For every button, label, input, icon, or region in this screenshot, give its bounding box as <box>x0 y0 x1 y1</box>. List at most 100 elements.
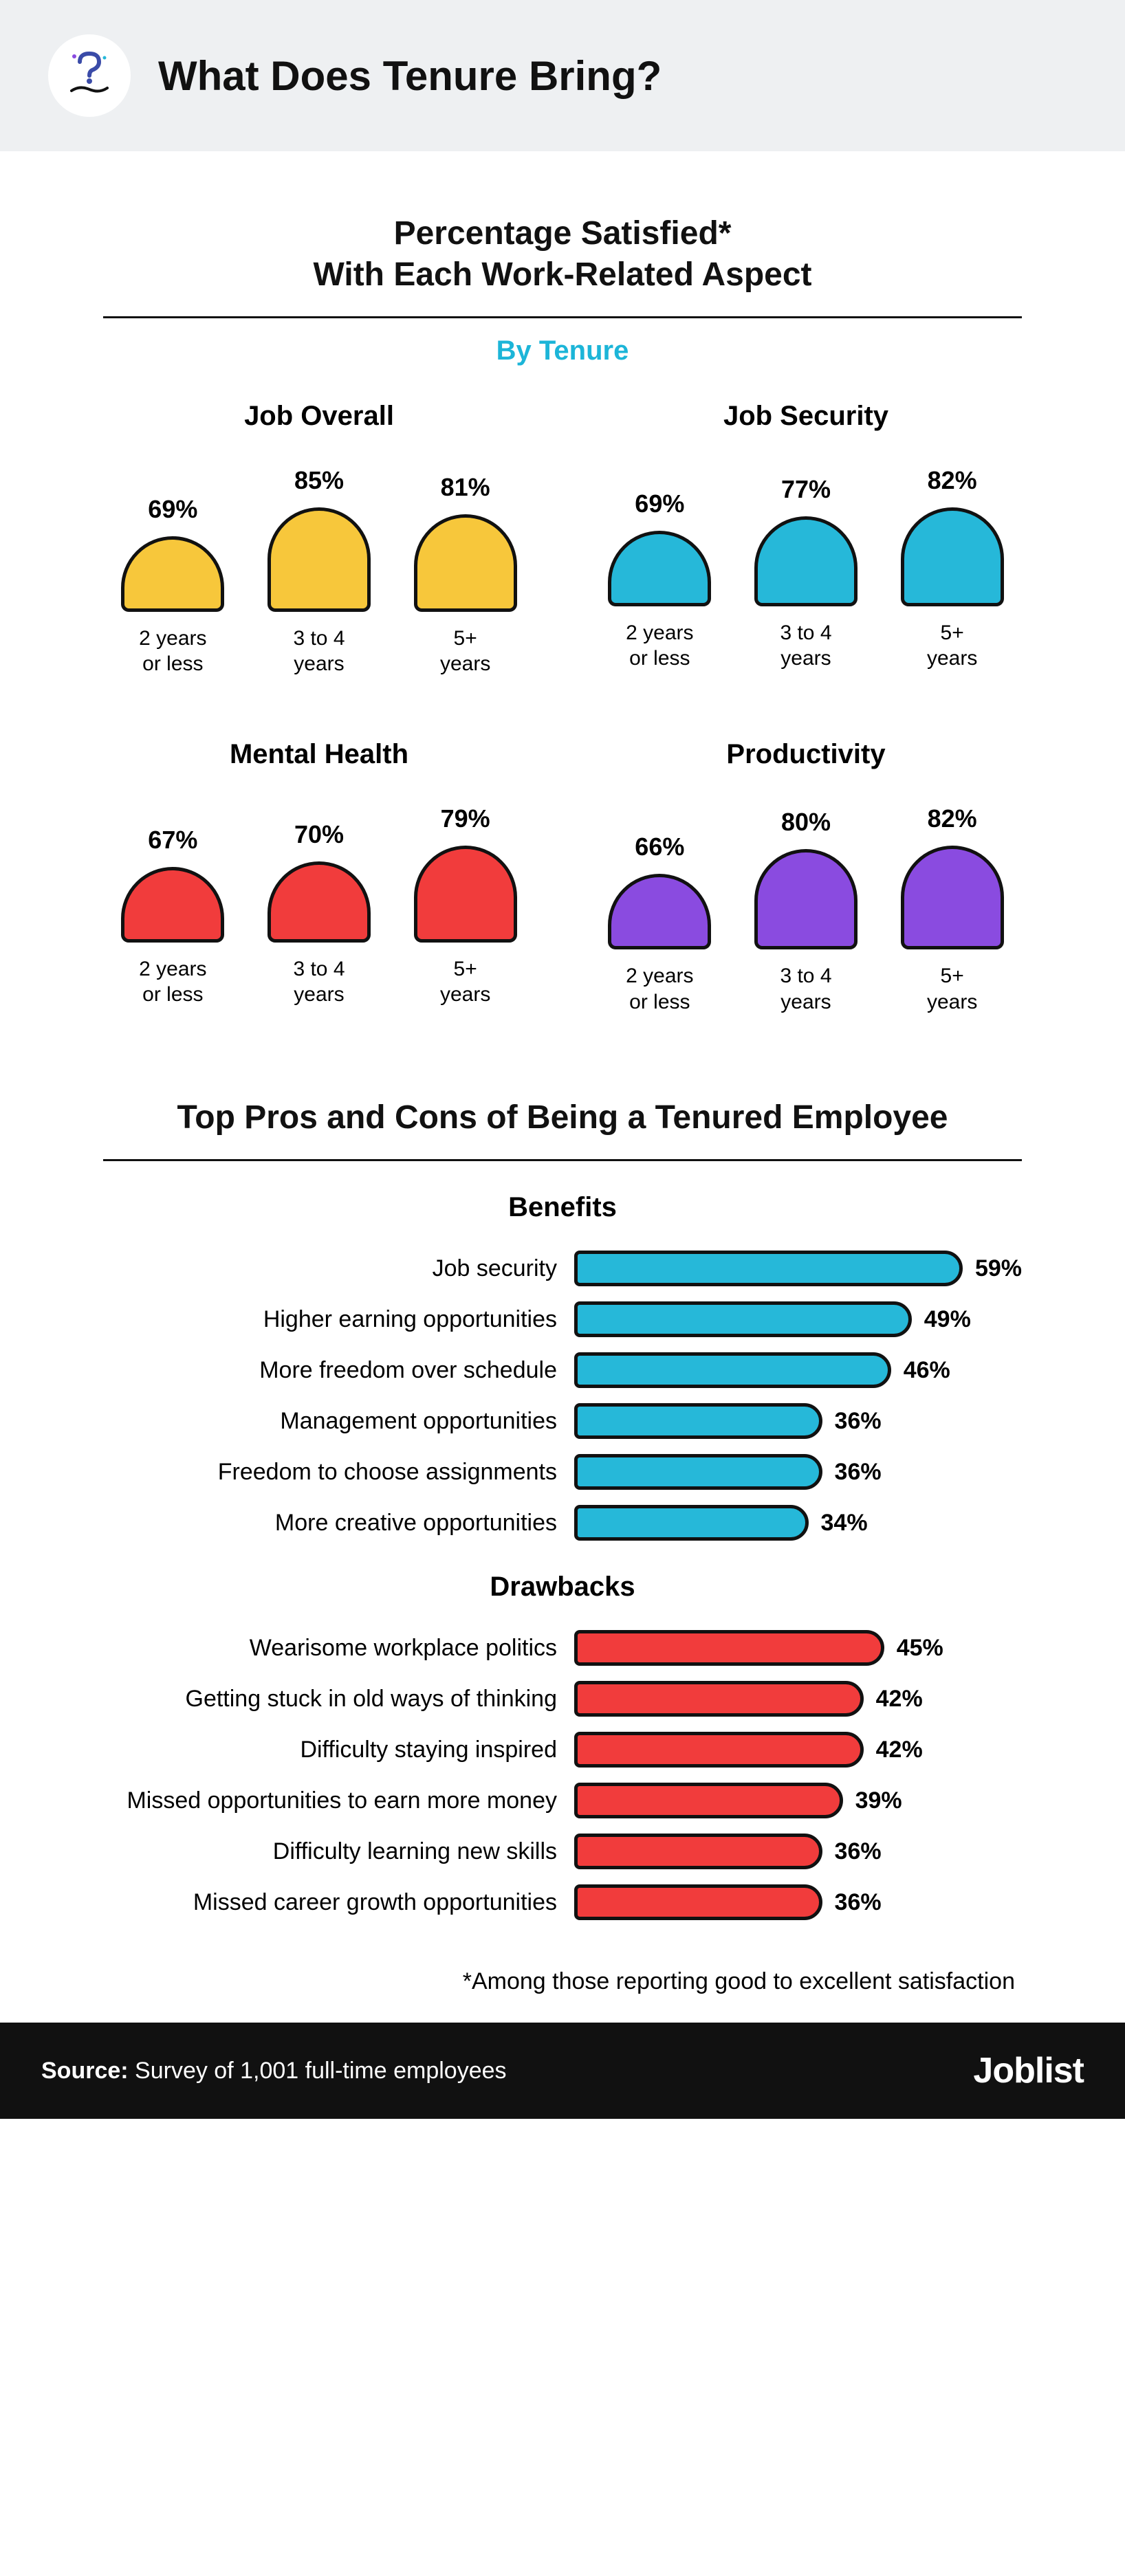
dome-shape <box>901 507 1004 606</box>
dome-panel-title: Productivity <box>590 739 1022 770</box>
dome-shape <box>414 846 517 943</box>
dome-label: 2 yearsor less <box>139 956 206 1008</box>
bar-fill <box>574 1834 822 1869</box>
bar-fill <box>574 1505 809 1541</box>
divider <box>103 1159 1022 1161</box>
dome-item: 85% 3 to 4years <box>259 466 379 677</box>
bar-pct: 36% <box>835 1408 882 1435</box>
dome-item: 66% 2 yearsor less <box>600 833 720 1015</box>
bar-track: 36% <box>574 1403 1022 1439</box>
dome-row: 69%2 yearsor less77%3 to 4years82%5+year… <box>590 466 1022 672</box>
footnote: *Among those reporting good to excellent… <box>103 1968 1022 1995</box>
bar-fill <box>574 1251 963 1286</box>
dome-value: 81% <box>441 473 490 502</box>
dome-label: 5+years <box>440 626 490 677</box>
satisfaction-subtitle: By Tenure <box>103 335 1022 366</box>
title-line1: Percentage Satisfied* <box>394 215 732 252</box>
bar-fill <box>574 1884 822 1920</box>
source-text: Survey of 1,001 full-time employees <box>135 2058 506 2084</box>
bar-pct: 46% <box>904 1357 950 1384</box>
bar-row: Missed career growth opportunities 36% <box>103 1884 1022 1920</box>
bar-row: Missed opportunities to earn more money 3… <box>103 1783 1022 1818</box>
dome-shape <box>267 861 371 943</box>
dome-label: 5+years <box>927 963 977 1015</box>
footer-brand: Joblist <box>973 2050 1084 2091</box>
dome-value: 69% <box>148 495 197 524</box>
dome-shape <box>754 516 858 606</box>
dome-value: 85% <box>294 466 344 495</box>
bar-label: Getting stuck in old ways of thinking <box>103 1686 557 1713</box>
bar-row: Wearisome workplace politics45% <box>103 1630 1022 1666</box>
bar-track: 39% <box>574 1783 1022 1818</box>
dome-shape <box>608 874 711 949</box>
dome-value: 80% <box>781 808 831 837</box>
dome-label: 2 yearsor less <box>626 963 693 1015</box>
dome-item: 79%5+years <box>405 804 525 1008</box>
bar-label: Freedom to choose assignments <box>103 1459 557 1486</box>
dome-label: 3 to 4years <box>780 963 831 1015</box>
bar-row: Management opportunities 36% <box>103 1403 1022 1439</box>
title-line2: With Each Work-Related Aspect <box>313 256 811 293</box>
drawbacks-list: Wearisome workplace politics45% Getting s… <box>103 1630 1022 1920</box>
bar-row: Getting stuck in old ways of thinking 42% <box>103 1681 1022 1717</box>
bar-pct: 42% <box>876 1737 923 1763</box>
bar-label: More freedom over schedule <box>103 1357 557 1384</box>
dome-label: 2 yearsor less <box>626 620 693 672</box>
bar-row: More freedom over schedule 46% <box>103 1352 1022 1388</box>
dome-shape <box>608 531 711 606</box>
bar-track: 42% <box>574 1732 1022 1768</box>
bar-label: Management opportunities <box>103 1408 557 1435</box>
dome-panel: Productivity 66% 2 yearsor less 80% 3 to 4ye… <box>590 739 1022 1015</box>
dome-value: 77% <box>781 475 831 504</box>
bar-track: 46% <box>574 1352 1022 1388</box>
bar-label: Missed opportunities to earn more money <box>103 1787 557 1814</box>
dome-value: 82% <box>928 804 977 833</box>
bar-track: 34% <box>574 1505 1022 1541</box>
proscons-section: Top Pros and Cons of Being a Tenured Emp… <box>103 1097 1022 1995</box>
bar-row: Freedom to choose assignments 36% <box>103 1454 1022 1490</box>
bar-label: Difficulty staying inspired <box>103 1737 557 1763</box>
dome-shape <box>754 849 858 949</box>
dome-item: 69% 2 yearsor less <box>113 495 233 677</box>
divider <box>103 316 1022 318</box>
dome-label: 3 to 4years <box>293 626 345 677</box>
page-title: What Does Tenure Bring? <box>158 52 662 100</box>
source-label: Source: <box>41 2058 129 2084</box>
benefits-heading: Benefits <box>103 1192 1022 1223</box>
bar-row: Difficulty staying inspired 42% <box>103 1732 1022 1768</box>
dome-value: 79% <box>441 804 490 833</box>
dome-value: 66% <box>635 833 684 861</box>
dome-row: 69% 2 yearsor less 85% 3 to 4years 81% 5+year… <box>103 466 535 677</box>
bar-track: 49% <box>574 1301 1022 1337</box>
dome-panel-title: Job Overall <box>103 401 535 432</box>
bar-fill <box>574 1732 864 1768</box>
bar-pct: 36% <box>835 1838 882 1865</box>
dome-label: 3 to 4years <box>780 620 831 672</box>
bar-track: 59% <box>574 1251 1022 1286</box>
satisfaction-section: Percentage Satisfied* With Each Work-Rel… <box>103 213 1022 1015</box>
bar-fill <box>574 1630 884 1666</box>
bar-fill <box>574 1783 843 1818</box>
bar-track: 36% <box>574 1884 1022 1920</box>
dome-value: 67% <box>148 826 197 855</box>
bar-label: Higher earning opportunities <box>103 1306 557 1333</box>
dome-item: 77% 3 to 4years <box>745 475 866 672</box>
bar-track: 45% <box>574 1630 1022 1666</box>
bar-pct: 36% <box>835 1459 882 1486</box>
bar-row: Higher earning opportunities 49% <box>103 1301 1022 1337</box>
footer-bar: Source: Survey of 1,001 full-time employ… <box>0 2023 1125 2119</box>
bar-track: 36% <box>574 1454 1022 1490</box>
dome-panel: Job Overall 69% 2 yearsor less 85% 3 to 4yea… <box>103 401 535 677</box>
bar-pct: 45% <box>897 1635 943 1662</box>
dome-label: 5+years <box>927 620 977 672</box>
dome-row: 67%2 yearsor less70%3 to 4years79%5+year… <box>103 804 535 1008</box>
bar-label: More creative opportunities <box>103 1510 557 1537</box>
bar-pct: 42% <box>876 1686 923 1713</box>
dome-panel: Job Security69%2 yearsor less77%3 to 4ye… <box>590 401 1022 677</box>
bar-pct: 36% <box>835 1889 882 1916</box>
dome-label: 2 yearsor less <box>139 626 206 677</box>
dome-shape <box>901 846 1004 950</box>
dome-shape <box>267 507 371 612</box>
dome-shape <box>121 536 224 612</box>
bar-label: Missed career growth opportunities <box>103 1889 557 1916</box>
